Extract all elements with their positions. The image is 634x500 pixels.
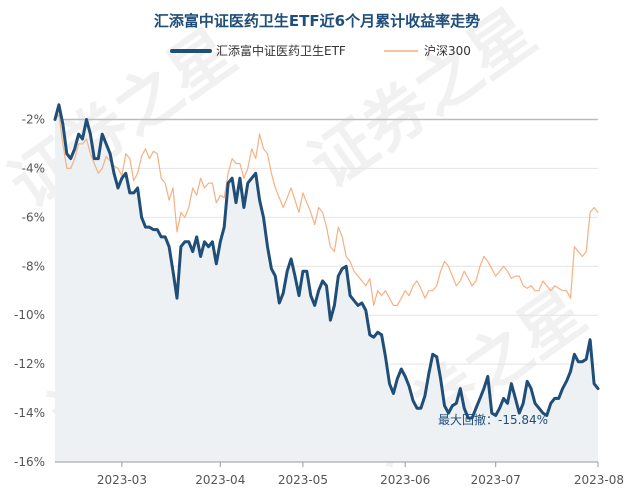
y-tick-label: -16% [14,455,45,469]
series-line-fund [53,103,600,420]
x-tick-label: 2023-05 [278,473,328,487]
x-tick-label: 2023-06 [380,473,430,487]
y-tick-label: -6% [22,210,45,224]
y-tick-label: -2% [22,112,45,126]
y-tick-label: -12% [14,357,45,371]
y-tick-label: -8% [22,259,45,273]
x-tick-label: 2023-08 [574,473,624,487]
series-line-index [54,114,599,306]
y-tick-label: -4% [22,161,45,175]
legend: 汇添富中证医药卫生ETF 沪深300 [170,43,471,58]
chart-title: 汇添富中证医药卫生ETF近6个月累计收益率走势 [154,12,480,30]
y-tick-label: -14% [14,406,45,420]
legend-label-index: 沪深300 [424,44,471,58]
x-tick-label: 2023-07 [471,473,521,487]
fund-area-layer [55,104,598,463]
max-drawdown-annotation: 最大回撤：-15.84% [438,412,548,427]
y-tick-label: -10% [14,308,45,322]
y-axis: -2% -4% -6% -8% -10% -12% -14% -16% [14,112,45,469]
fund-area [55,104,598,463]
watermark-text: 证券之星 [297,0,549,203]
x-tick-label: 2023-04 [195,473,245,487]
legend-label-fund: 汇添富中证医药卫生ETF [216,43,346,58]
series-layer [53,103,600,420]
x-axis: 2023-03 2023-04 2023-05 2023-06 2023-07 2023-… [55,461,624,487]
x-tick-label: 2023-03 [97,473,147,487]
